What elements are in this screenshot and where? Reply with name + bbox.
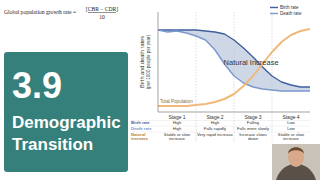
table-cell: Very rapid increase [197, 133, 233, 142]
x-tick-label: Stage 3 [244, 114, 261, 120]
table-cell: High [159, 121, 195, 126]
chart: Stage 1 Stage 2 Stage 3 Stage 4 Birth and de… [139, 5, 310, 142]
table-rule [131, 120, 310, 121]
legend: Birth rateDeath rate [270, 5, 302, 16]
formula-denominator: 10 [99, 14, 105, 20]
table-row-label: Natural increase [131, 133, 158, 142]
photo-background [272, 144, 320, 180]
series-label: Total Population [160, 99, 193, 104]
x-tick-label: Stage 1 [168, 114, 185, 120]
table-cell: Falling [235, 121, 271, 126]
legend-label: Death rate [280, 11, 302, 16]
presenter-photo [272, 144, 320, 180]
x-tick-label: Stage 4 [282, 114, 299, 120]
table-cell: High [197, 121, 233, 126]
thumbnail: Global population growth rate = [CBR − CD… [0, 0, 320, 180]
table-cell: Increase slows down [235, 133, 271, 142]
x-axis [158, 112, 310, 113]
heading-line: Demographic [12, 113, 121, 132]
y-axis-title: Birth and death rates(per 1000 people pe… [139, 34, 151, 89]
y-axis [158, 12, 159, 112]
heading: 3.9 Demographic Transition [4, 52, 128, 172]
y-axis-title-line: (per 1000 people per year) [146, 34, 151, 89]
photo-hair [288, 147, 304, 154]
legend-label: Birth rate [280, 5, 299, 10]
formula: Global population growth rate = [CBR − CD… [4, 6, 118, 20]
legend-swatch [270, 13, 278, 14]
photo-face [288, 147, 304, 167]
heading-line: Transition [12, 135, 93, 154]
table-row-label: Birth rate [131, 121, 158, 126]
natural-increase-area [158, 30, 310, 91]
y-axis-title-line: Birth and death rates [139, 36, 145, 88]
series-line [158, 29, 310, 106]
heading-box [4, 52, 128, 172]
formula-lhs: Global population growth rate = [4, 9, 76, 15]
table-cell: Stable or slow increase [159, 133, 195, 142]
table-cell: Stable or slow increase [273, 133, 309, 142]
plot-marks [158, 29, 310, 106]
annotation: Natural Increase [224, 58, 279, 67]
series-line [158, 30, 310, 91]
legend-swatch [270, 7, 278, 8]
table-cell: Low [273, 121, 309, 126]
x-tick-label: Stage 2 [206, 114, 223, 120]
formula-numerator: [CBR − CDR] [86, 6, 119, 12]
heading-number: 3.9 [12, 65, 62, 106]
canvas: Global population growth rate = [CBR − CD… [0, 0, 320, 180]
